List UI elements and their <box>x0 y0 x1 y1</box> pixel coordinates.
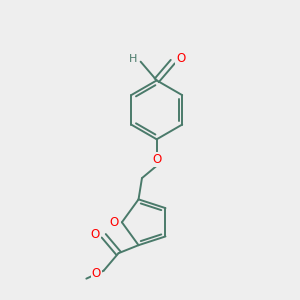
Text: H: H <box>129 54 137 64</box>
Text: O: O <box>109 216 119 229</box>
Text: O: O <box>152 153 161 167</box>
Text: O: O <box>92 267 101 280</box>
Text: O: O <box>91 228 100 241</box>
Text: O: O <box>176 52 185 65</box>
